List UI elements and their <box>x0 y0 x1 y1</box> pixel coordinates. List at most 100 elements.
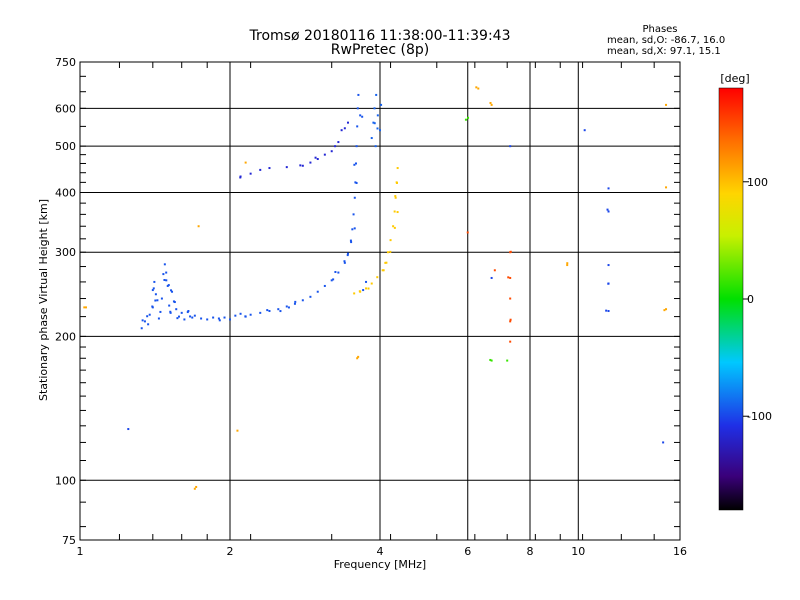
data-point <box>239 312 242 315</box>
data-point <box>287 306 290 309</box>
data-point <box>509 340 512 343</box>
data-point <box>172 300 175 303</box>
y-tick-label: 400 <box>55 186 76 199</box>
y-axis-label: Stationary phase Virtual Height [km] <box>37 199 50 401</box>
y-tick-label: 200 <box>55 330 76 343</box>
data-point <box>605 309 608 312</box>
data-point <box>141 319 144 322</box>
axis-ticks: 1 2 4 6 8 10 16 75 100 200 300 400 500 600 750 <box>55 56 687 558</box>
data-point <box>353 292 356 295</box>
colorbar <box>718 87 744 511</box>
data-point <box>346 254 349 257</box>
data-point <box>332 278 335 281</box>
data-point <box>259 168 262 171</box>
data-point <box>362 289 365 292</box>
data-point <box>607 282 610 285</box>
data-point <box>249 172 252 175</box>
data-point <box>467 116 470 119</box>
data-point <box>365 280 368 283</box>
data-point <box>323 153 326 156</box>
data-point <box>356 107 359 110</box>
data-point <box>607 310 610 313</box>
data-point <box>143 320 146 323</box>
data-point <box>314 156 317 159</box>
data-point <box>177 315 180 318</box>
data-point <box>353 163 356 166</box>
data-point <box>365 287 368 290</box>
data-point <box>509 320 512 323</box>
data-point <box>285 305 288 308</box>
data-point <box>355 182 358 185</box>
data-point <box>356 125 359 128</box>
data-point <box>299 164 302 167</box>
data-point <box>268 310 271 313</box>
data-point <box>163 279 166 282</box>
data-point <box>200 317 203 320</box>
data-point <box>186 311 189 314</box>
data-point <box>386 251 389 254</box>
data-point <box>343 261 346 264</box>
data-point <box>259 311 262 314</box>
data-point <box>606 208 609 211</box>
data-point <box>392 225 395 228</box>
data-point <box>268 167 271 170</box>
data-point <box>171 290 174 293</box>
data-point <box>236 429 239 432</box>
data-point <box>154 293 157 296</box>
data-point <box>244 315 247 318</box>
data-point <box>353 196 356 199</box>
data-point <box>301 164 304 167</box>
data-point <box>337 141 340 144</box>
data-point <box>355 145 358 148</box>
data-point <box>394 196 397 199</box>
x-axis-label: Frequency [MHz] <box>334 558 426 571</box>
x-tick-label: 16 <box>673 545 687 558</box>
data-point <box>340 129 343 132</box>
data-point <box>379 129 381 132</box>
data-point <box>353 227 356 230</box>
data-point <box>396 167 399 170</box>
data-point <box>330 279 333 282</box>
data-point <box>389 239 392 242</box>
stats-line-x: mean, sd,X: 97.1, 15.1 <box>607 46 721 57</box>
data-point <box>509 250 512 253</box>
data-point <box>356 357 359 360</box>
data-point <box>372 121 375 124</box>
data-point <box>394 195 397 198</box>
data-point <box>509 318 512 321</box>
y-tick-label: 300 <box>55 246 76 259</box>
data-point <box>160 297 163 300</box>
data-point <box>127 428 130 431</box>
y-tick-label: 100 <box>55 474 76 487</box>
data-point <box>285 166 288 169</box>
data-point <box>359 114 362 117</box>
data-point <box>384 261 387 264</box>
data-point <box>146 315 149 318</box>
data-point <box>343 127 346 130</box>
data-point <box>382 269 385 272</box>
data-point <box>163 263 166 266</box>
data-point <box>665 186 668 189</box>
data-point <box>84 306 87 309</box>
chart-title: Tromsø 20180116 11:38:00-11:39:43 <box>249 28 511 44</box>
data-point <box>175 308 178 311</box>
data-point <box>376 114 379 117</box>
data-point <box>351 228 354 231</box>
colorbar-tick-label: 0 <box>747 293 754 306</box>
data-point <box>151 289 154 292</box>
data-point <box>350 241 353 244</box>
data-point <box>367 287 370 290</box>
data-point <box>662 441 665 444</box>
data-point <box>193 487 196 490</box>
data-point <box>234 314 237 317</box>
data-point <box>357 93 360 96</box>
data-point <box>493 269 496 272</box>
data-point <box>507 276 510 279</box>
data-point <box>506 359 509 362</box>
data-point <box>195 485 198 488</box>
x-tick-label: 2 <box>227 545 234 558</box>
data-point <box>475 86 478 89</box>
data-point <box>566 264 569 267</box>
data-point <box>477 87 480 90</box>
data-point <box>176 317 179 320</box>
